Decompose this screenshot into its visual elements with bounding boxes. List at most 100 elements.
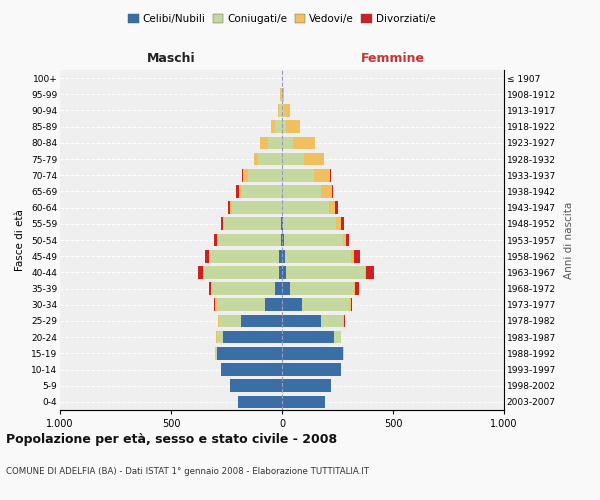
Bar xyxy=(275,282,282,295)
Y-axis label: Anni di nascita: Anni di nascita xyxy=(565,202,574,278)
Bar xyxy=(230,380,282,392)
Bar xyxy=(217,298,265,311)
Bar xyxy=(212,282,275,295)
Bar xyxy=(283,218,337,230)
Bar xyxy=(334,331,341,344)
Bar xyxy=(254,152,257,166)
Bar xyxy=(211,282,212,295)
Bar xyxy=(282,363,341,376)
Bar xyxy=(281,88,282,101)
Bar xyxy=(241,314,282,328)
Bar xyxy=(341,218,344,230)
Bar xyxy=(314,169,330,181)
Bar xyxy=(367,266,374,278)
Bar xyxy=(209,250,210,262)
Bar xyxy=(215,347,217,360)
Bar xyxy=(275,120,282,133)
Bar xyxy=(232,202,281,214)
Bar xyxy=(282,152,304,166)
Bar xyxy=(293,136,316,149)
Bar xyxy=(214,298,215,311)
Bar xyxy=(265,298,282,311)
Y-axis label: Fasce di età: Fasce di età xyxy=(16,209,25,271)
Bar xyxy=(282,250,286,262)
Bar xyxy=(271,120,275,133)
Bar xyxy=(238,396,282,408)
Bar xyxy=(281,218,282,230)
Bar xyxy=(282,104,284,117)
Bar xyxy=(236,185,239,198)
Bar xyxy=(205,250,209,262)
Bar xyxy=(282,331,334,344)
Text: COMUNE DI ADELFIA (BA) - Dati ISTAT 1° gennaio 2008 - Elaborazione TUTTITALIA.IT: COMUNE DI ADELFIA (BA) - Dati ISTAT 1° g… xyxy=(6,468,369,476)
Bar xyxy=(304,152,324,166)
Bar xyxy=(282,266,286,278)
Bar xyxy=(218,234,281,246)
Text: Maschi: Maschi xyxy=(146,52,196,65)
Bar xyxy=(241,185,282,198)
Bar xyxy=(343,314,344,328)
Legend: Celibi/Nubili, Coniugati/e, Vedovi/e, Divorziati/e: Celibi/Nubili, Coniugati/e, Vedovi/e, Di… xyxy=(124,10,440,29)
Bar xyxy=(282,202,329,214)
Bar xyxy=(203,266,204,278)
Bar xyxy=(335,202,338,214)
Bar xyxy=(221,363,282,376)
Bar xyxy=(282,234,284,246)
Bar xyxy=(346,234,349,246)
Bar xyxy=(354,282,355,295)
Bar xyxy=(197,266,203,278)
Bar xyxy=(257,152,282,166)
Bar xyxy=(217,331,223,344)
Bar xyxy=(221,218,223,230)
Text: Femmine: Femmine xyxy=(361,52,425,65)
Bar xyxy=(332,185,333,198)
Bar xyxy=(343,347,344,360)
Bar xyxy=(284,104,290,117)
Bar xyxy=(239,185,241,198)
Bar xyxy=(354,250,360,262)
Bar xyxy=(282,88,283,101)
Bar xyxy=(268,136,282,149)
Bar xyxy=(337,218,341,230)
Bar xyxy=(302,298,350,311)
Bar xyxy=(284,234,343,246)
Bar xyxy=(282,380,331,392)
Bar xyxy=(223,218,224,230)
Bar xyxy=(260,136,268,149)
Bar xyxy=(286,266,365,278)
Bar xyxy=(282,347,343,360)
Bar xyxy=(282,298,302,311)
Bar xyxy=(217,347,282,360)
Bar xyxy=(282,120,286,133)
Bar xyxy=(286,250,351,262)
Bar xyxy=(242,169,243,181)
Bar xyxy=(329,202,335,214)
Bar xyxy=(350,298,351,311)
Bar xyxy=(230,202,232,214)
Bar xyxy=(343,234,346,246)
Bar xyxy=(281,234,282,246)
Bar xyxy=(290,282,354,295)
Bar xyxy=(282,169,314,181)
Bar xyxy=(351,250,354,262)
Bar xyxy=(248,169,282,181)
Bar xyxy=(215,298,217,311)
Bar xyxy=(330,169,331,181)
Bar xyxy=(223,331,282,344)
Bar xyxy=(286,120,300,133)
Bar xyxy=(204,266,278,278)
Bar xyxy=(209,282,211,295)
Bar xyxy=(282,136,293,149)
Bar xyxy=(219,314,241,328)
Bar xyxy=(228,202,230,214)
Bar xyxy=(282,282,290,295)
Bar xyxy=(282,185,321,198)
Bar xyxy=(321,314,343,328)
Bar xyxy=(217,234,218,246)
Bar xyxy=(210,250,278,262)
Bar xyxy=(278,250,282,262)
Bar xyxy=(224,218,281,230)
Bar xyxy=(355,282,359,295)
Bar xyxy=(214,234,217,246)
Bar xyxy=(365,266,367,278)
